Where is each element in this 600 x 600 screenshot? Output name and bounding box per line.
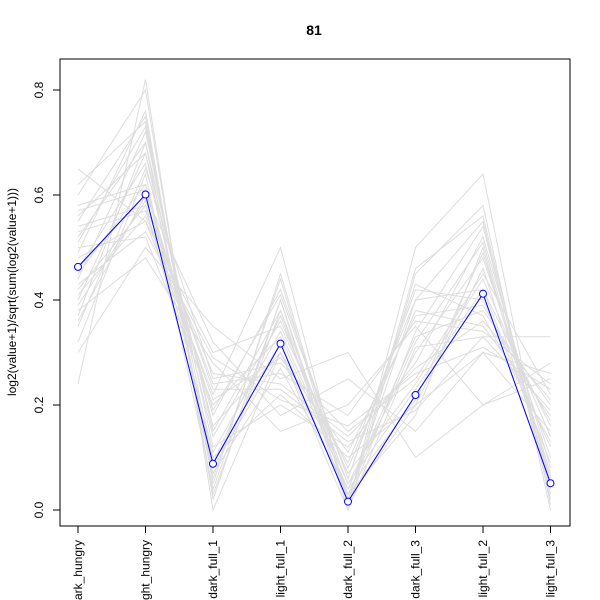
background-series-line-5 (77, 257, 551, 432)
background-series-line-23 (77, 183, 551, 485)
background-series-line-17 (77, 162, 551, 475)
y-tick-label: 0.6 (32, 186, 46, 203)
highlight-point-dark_full_3 (411, 391, 420, 399)
y-tick-label: 0.2 (32, 396, 46, 413)
y-tick-label: 0.0 (32, 501, 46, 518)
x-tick-label-dark_full_2: dark_full_2 (341, 540, 355, 599)
highlight-point-light_hungry (141, 190, 150, 199)
x-tick-label-light_full_3: light_full_3 (544, 540, 558, 598)
background-series-line-1 (77, 79, 551, 512)
background-series-line-0 (77, 193, 551, 501)
x-tick-label-light_full_1: light_full_1 (274, 540, 288, 598)
y-tick-label: 0.8 (32, 81, 46, 98)
background-series-line-28 (77, 125, 551, 496)
highlight-series-group (74, 190, 555, 506)
x-tick-label-light_hungry: light_hungry (139, 540, 153, 600)
background-series-line-3 (77, 246, 551, 459)
highlight-series-line (77, 193, 551, 503)
background-series-line-4 (77, 114, 551, 502)
highlight-point-dark_full_1 (209, 459, 217, 468)
y-axis-label: log2(value+1)/sqrt(sum(log2(value+1))) (5, 188, 19, 396)
highlight-point-dark_full_2 (344, 497, 352, 506)
background-series-line-2 (77, 168, 551, 507)
highlight-point-light_full_1 (276, 339, 285, 348)
background-series-line-12 (77, 183, 551, 480)
y-tick-label: 0.4 (32, 291, 46, 308)
highlight-point-dark_hungry (74, 262, 82, 271)
background-series-line-25 (77, 140, 551, 490)
y-axis: 0.0 0.2 0.4 0.6 0.8 (32, 81, 61, 518)
x-tick-label-dark_full_1: dark_full_1 (206, 540, 220, 599)
highlight-point-light_full_3 (546, 479, 555, 488)
x-tick-label-light_full_2: light_full_2 (476, 540, 490, 598)
highlight-point-light_full_2 (479, 289, 487, 298)
x-tick-label-dark_full_3: dark_full_3 (409, 540, 423, 599)
background-series-line-26 (77, 189, 551, 480)
background-series-line-27 (77, 231, 551, 427)
chart-title: 81 (306, 22, 322, 38)
x-axis: dark_hungry light_hungry dark_full_1 light_… (71, 525, 558, 600)
x-tick-label-dark_hungry: dark_hungry (71, 540, 85, 600)
background-series-line-18 (77, 204, 551, 417)
background-series-group (77, 79, 551, 512)
background-series-line-29 (77, 199, 551, 443)
